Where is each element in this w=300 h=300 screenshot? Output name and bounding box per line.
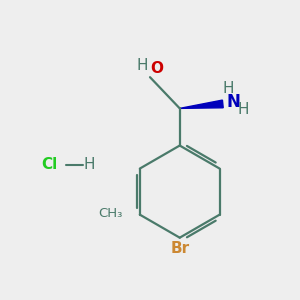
Text: CH₃: CH₃ xyxy=(98,207,123,220)
Text: H: H xyxy=(222,81,234,96)
Polygon shape xyxy=(180,100,223,108)
Text: N: N xyxy=(226,93,240,111)
Text: H: H xyxy=(238,102,249,117)
Text: H: H xyxy=(83,158,95,172)
Text: Br: Br xyxy=(170,242,189,256)
Text: O: O xyxy=(150,61,163,76)
Text: Cl: Cl xyxy=(41,158,57,172)
Text: H: H xyxy=(137,58,148,74)
